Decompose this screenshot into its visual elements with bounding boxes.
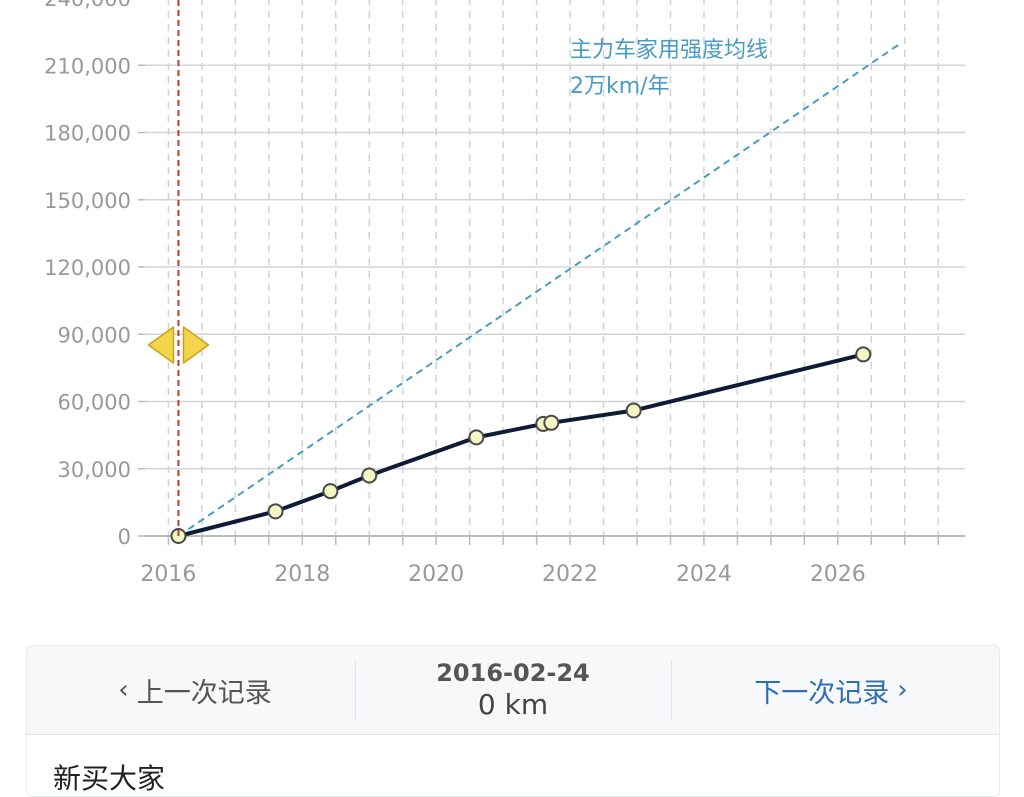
- nav-divider: [671, 660, 672, 720]
- x-tick-label: 2018: [274, 562, 330, 587]
- next-record-button[interactable]: 下一次记录 ›: [671, 646, 999, 734]
- y-tick-label: 120,000: [44, 256, 131, 280]
- y-tick-label: 150,000: [44, 189, 131, 213]
- record-nav-row: ‹ 上一次记录 2016-02-24 0 km 下一次记录 ›: [27, 646, 999, 735]
- current-record-km: 0 km: [477, 688, 549, 721]
- x-tick-label: 2026: [810, 562, 866, 587]
- current-record: 2016-02-24 0 km: [355, 646, 671, 734]
- x-tick-label: 2016: [140, 562, 196, 587]
- reference-annotation-line2: 2万km/年: [570, 74, 670, 99]
- series-group: [170, 346, 872, 544]
- data-point[interactable]: [267, 503, 284, 520]
- y-tick-label: 90,000: [58, 323, 131, 347]
- nav-divider: [355, 660, 356, 720]
- data-point[interactable]: [322, 483, 339, 500]
- y-tick-label: 30,000: [58, 458, 131, 482]
- cursor-handle-left-icon[interactable]: [147, 326, 175, 364]
- data-point[interactable]: [468, 429, 485, 446]
- reference-line: [177, 44, 899, 537]
- data-point[interactable]: [543, 414, 560, 431]
- x-tick-label: 2024: [676, 562, 732, 587]
- prev-record-label: 上一次记录: [136, 677, 272, 709]
- timeline-cursor[interactable]: [147, 0, 210, 536]
- data-point[interactable]: [625, 402, 642, 419]
- chevron-right-icon: ›: [897, 675, 908, 705]
- x-tick-label: 2022: [542, 562, 598, 587]
- data-point[interactable]: [855, 346, 872, 363]
- chevron-left-icon: ‹: [118, 675, 129, 705]
- mileage-chart[interactable]: 0 30,000 60,000 90,000 120,000 150,000 180,000…: [0, 0, 1024, 600]
- prev-record-button[interactable]: ‹ 上一次记录: [27, 646, 355, 734]
- current-record-date: 2016-02-24: [436, 659, 590, 687]
- y-tick-label: 210,000: [44, 54, 131, 78]
- record-detail-title: 新买大家: [53, 762, 166, 795]
- record-details: 新买大家: [27, 735, 999, 796]
- x-tick-label: 2020: [408, 562, 464, 587]
- chart-axes: 0 30,000 60,000 90,000 120,000 150,000 180,000…: [44, 0, 965, 587]
- chart-grid: [145, 0, 965, 537]
- reference-annotation-line1: 主力车家用强度均线: [570, 38, 768, 63]
- y-tick-label: 0: [118, 525, 131, 549]
- y-tick-label: 180,000: [44, 122, 131, 146]
- data-point[interactable]: [361, 467, 378, 484]
- reference-line-group: 主力车家用强度均线 2万km/年: [177, 38, 899, 537]
- cursor-handle-right-icon[interactable]: [182, 326, 210, 364]
- next-record-label: 下一次记录: [754, 677, 890, 709]
- record-navigator: ‹ 上一次记录 2016-02-24 0 km 下一次记录 › 新买大家: [26, 645, 1000, 797]
- y-tick-label: 240,000: [44, 0, 131, 11]
- y-tick-label: 60,000: [58, 391, 131, 415]
